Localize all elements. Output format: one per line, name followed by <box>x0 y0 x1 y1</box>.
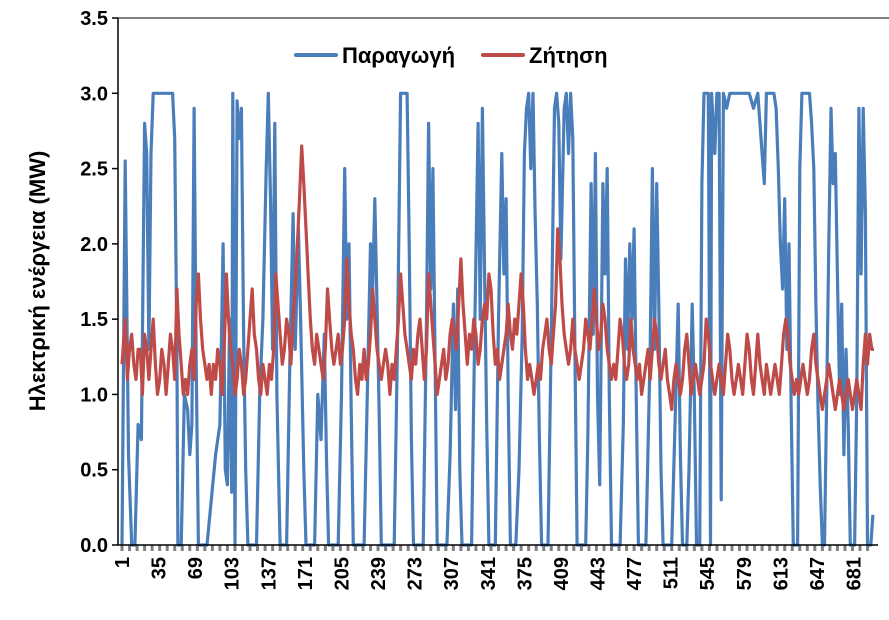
x-tick-label: 443 <box>588 557 610 590</box>
y-tick-label: 0.0 <box>80 535 108 557</box>
series-line-demand <box>120 144 874 412</box>
x-tick-label: 307 <box>441 557 463 590</box>
x-tick-label: 545 <box>697 557 719 590</box>
x-tick-label: 511 <box>661 557 683 589</box>
series-layer <box>120 91 875 547</box>
x-tick-label: 171 <box>295 557 317 590</box>
x-tick-label: 375 <box>514 557 536 590</box>
series-line-production <box>120 91 875 547</box>
axes <box>117 17 889 546</box>
legend: Παραγωγή Ζήτηση <box>294 43 608 68</box>
x-tick-label: 579 <box>734 557 756 590</box>
x-tick-label: 613 <box>770 557 792 590</box>
x-tick-label: 681 <box>844 557 866 590</box>
x-tick-label: 69 <box>185 557 207 579</box>
x-tick-label: 273 <box>405 557 427 590</box>
y-axis-ticks: 0.0 0.5 1.0 1.5 2.0 2.5 3.0 3.5 <box>80 8 118 557</box>
x-tick-label: 1 <box>112 557 134 568</box>
x-axis-ticks: 1 35 69 103 137 171 205 239 273 307 341 375 409 443 47… <box>112 545 870 590</box>
y-axis-title: Ηλεκτρική ενέργεια (MW) <box>25 151 50 412</box>
y-tick-label: 2.0 <box>80 234 108 256</box>
x-tick-label: 341 <box>478 557 500 590</box>
x-tick-label: 205 <box>331 557 353 590</box>
y-tick-label: 2.5 <box>80 159 108 181</box>
y-tick-label: 1.0 <box>80 384 108 406</box>
x-tick-label: 137 <box>258 557 280 590</box>
y-tick-label: 3.5 <box>80 8 108 30</box>
legend-label-production: Παραγωγή <box>342 43 455 68</box>
y-tick-label: 1.5 <box>80 309 108 331</box>
x-tick-label: 239 <box>368 557 390 590</box>
x-tick-label: 409 <box>551 557 573 590</box>
x-tick-label: 477 <box>624 557 646 590</box>
y-tick-label: 3.0 <box>80 83 108 105</box>
x-tick-label: 35 <box>149 557 171 579</box>
x-tick-label: 647 <box>807 557 829 590</box>
x-tick-label: 103 <box>222 557 244 590</box>
y-tick-label: 0.5 <box>80 460 108 482</box>
legend-label-demand: Ζήτηση <box>529 43 608 68</box>
